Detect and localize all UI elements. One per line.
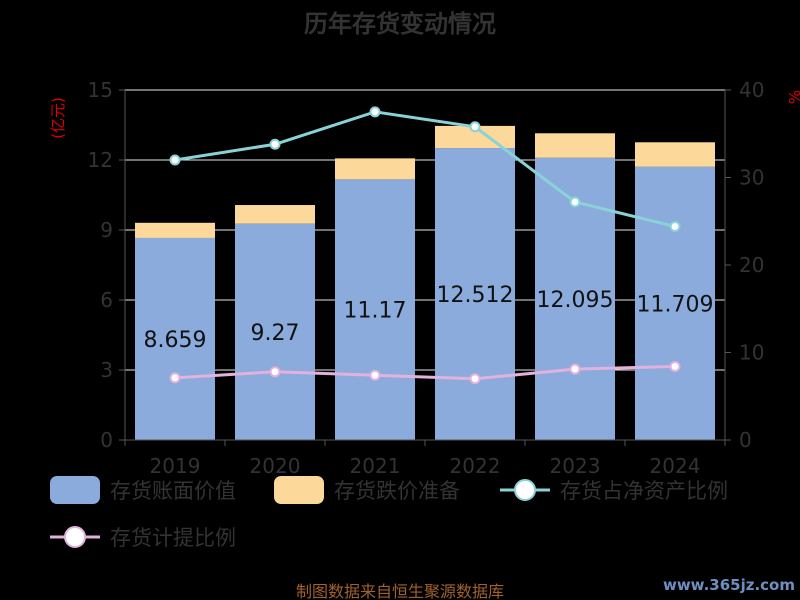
legend-label: 存货跌价准备	[334, 479, 460, 503]
chart-title: 历年存货变动情况	[304, 10, 496, 38]
bar-value-label: 12.095	[537, 288, 614, 313]
line-point	[169, 154, 181, 166]
bar-labels: 8.659 9.27 11.17 12.512 12.095 11.709	[144, 283, 714, 353]
bar	[635, 166, 715, 441]
source-note: 制图数据来自恒生聚源数据库	[296, 582, 504, 600]
bar	[235, 223, 315, 440]
right-tick-label: 0	[739, 428, 752, 452]
left-tick-label: 9	[100, 218, 113, 242]
line-point	[669, 361, 681, 372]
x-tick-label: 2019	[150, 454, 201, 478]
legend-label: 存货账面价值	[110, 479, 236, 503]
bar	[535, 133, 615, 158]
line-point	[369, 106, 381, 118]
left-tick-label: 3	[100, 358, 113, 382]
right-tick-label: 10	[739, 341, 764, 365]
axes: 0 3 6 9 12 15 0 10 20 30 40 (亿元)% 2019 2020 2021 2022 20…	[49, 78, 800, 478]
bar	[335, 179, 415, 440]
bars	[135, 125, 715, 441]
legend-label: 存货计提比例	[110, 526, 236, 550]
watermark: www.365jz.com	[663, 576, 795, 594]
bar	[235, 205, 315, 224]
bar-value-label: 11.17	[344, 299, 407, 324]
left-tick-label: 0	[100, 428, 113, 452]
line-point	[469, 121, 481, 133]
line-point	[269, 138, 281, 150]
x-tick-label: 2023	[550, 454, 601, 478]
x-tick-label: 2024	[650, 454, 701, 478]
left-tick-label: 12	[88, 148, 113, 172]
line-point	[569, 363, 581, 375]
series-line	[174, 110, 676, 228]
legend-swatch	[274, 476, 324, 504]
bar-value-label: 12.512	[437, 283, 514, 308]
legend-marker	[514, 479, 536, 501]
series-line	[174, 365, 676, 381]
x-tick-label: 2020	[250, 454, 301, 478]
bar	[135, 222, 215, 238]
legend-marker	[64, 526, 86, 548]
bar	[335, 158, 415, 180]
bar	[635, 142, 715, 167]
line-point	[569, 196, 581, 208]
line-point	[169, 372, 181, 384]
right-tick-label: 30	[739, 166, 764, 190]
line-point	[369, 369, 381, 381]
x-tick-label: 2021	[350, 454, 401, 478]
bar-value-label: 9.27	[251, 321, 300, 346]
left-tick-label: 15	[88, 78, 113, 102]
right-tick-label: 20	[739, 253, 764, 277]
bar	[135, 237, 215, 440]
legend-label: 存货占净资产比例	[560, 479, 728, 503]
bar	[435, 148, 515, 440]
lines	[169, 106, 681, 385]
right-axis-unit: %	[786, 90, 800, 104]
line-point	[269, 366, 281, 378]
left-axis-unit: (亿元)	[49, 97, 67, 139]
left-tick-label: 6	[100, 288, 113, 312]
right-tick-label: 40	[739, 78, 764, 102]
bar-value-label: 11.709	[637, 292, 714, 317]
bar-value-label: 8.659	[144, 328, 207, 353]
legend-swatch	[50, 476, 100, 504]
x-tick-label: 2022	[450, 454, 501, 478]
line-point	[469, 373, 481, 385]
line-point	[669, 221, 681, 232]
